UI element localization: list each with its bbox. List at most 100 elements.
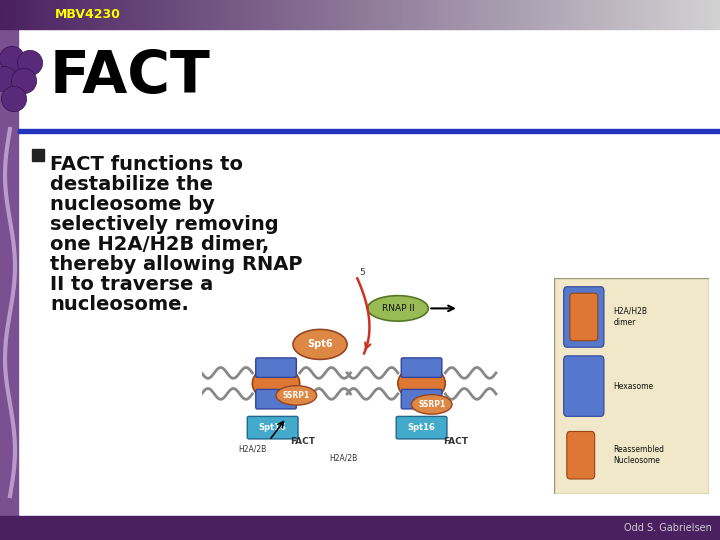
Text: H2A/H2B
dimer: H2A/H2B dimer (613, 307, 647, 327)
Bar (686, 0, 689, 29)
Bar (408, 0, 410, 29)
Bar (187, 0, 189, 29)
Text: SSRP1: SSRP1 (283, 391, 310, 400)
Bar (14, 0, 17, 29)
Bar (29, 0, 31, 29)
Bar (281, 0, 283, 29)
Circle shape (0, 66, 17, 92)
Bar (9, 0, 12, 29)
Bar (588, 0, 590, 29)
Bar (495, 0, 497, 29)
Bar (418, 0, 420, 29)
Bar (554, 0, 557, 29)
Text: FACT: FACT (50, 49, 211, 105)
Text: Spt16: Spt16 (408, 423, 436, 433)
Bar (36, 0, 38, 29)
Bar (387, 0, 389, 29)
Bar (547, 0, 549, 29)
Bar (706, 0, 708, 29)
Bar (99, 0, 101, 29)
Bar (110, 0, 113, 29)
Bar (564, 0, 567, 29)
Bar (41, 0, 43, 29)
Bar (552, 0, 554, 29)
Text: Spt16: Spt16 (258, 423, 287, 433)
Bar (207, 0, 209, 29)
Bar (403, 0, 405, 29)
Bar (470, 0, 473, 29)
Bar (351, 0, 353, 29)
Bar (377, 0, 379, 29)
Bar (182, 0, 185, 29)
Bar (463, 0, 466, 29)
Bar (113, 0, 115, 29)
Bar (715, 0, 718, 29)
Bar (689, 0, 691, 29)
Bar (5, 0, 7, 29)
Bar (70, 0, 72, 29)
Bar (146, 0, 149, 29)
Text: FACT: FACT (443, 437, 468, 447)
Bar (84, 0, 86, 29)
Bar (48, 0, 50, 29)
Bar (204, 0, 207, 29)
FancyBboxPatch shape (256, 358, 297, 377)
Bar (0, 29, 18, 516)
Bar (276, 0, 279, 29)
Text: Spt6: Spt6 (307, 340, 333, 349)
Bar (360, 0, 362, 29)
Bar (202, 0, 204, 29)
Bar (307, 0, 310, 29)
Bar (708, 0, 711, 29)
Bar (398, 0, 401, 29)
Bar (526, 0, 528, 29)
Bar (372, 0, 374, 29)
Bar (2, 0, 5, 29)
Bar (106, 0, 108, 29)
Bar (254, 0, 257, 29)
Bar (485, 0, 487, 29)
Bar (559, 0, 562, 29)
Bar (437, 0, 439, 29)
FancyBboxPatch shape (401, 358, 442, 377)
Bar (18, 129, 720, 133)
Bar (391, 0, 394, 29)
FancyBboxPatch shape (401, 389, 442, 409)
Bar (225, 0, 228, 29)
Bar (216, 0, 218, 29)
Bar (218, 0, 221, 29)
Bar (665, 0, 667, 29)
Bar (259, 0, 261, 29)
Bar (513, 0, 516, 29)
Bar (279, 0, 281, 29)
Bar (657, 0, 660, 29)
Bar (679, 0, 682, 29)
Bar (17, 0, 19, 29)
Bar (639, 0, 641, 29)
Bar (384, 0, 387, 29)
Bar (492, 0, 495, 29)
Bar (156, 0, 158, 29)
Bar (432, 0, 434, 29)
Bar (180, 0, 182, 29)
Bar (480, 0, 482, 29)
Bar (569, 0, 571, 29)
Bar (250, 0, 252, 29)
Bar (355, 0, 358, 29)
Bar (675, 0, 677, 29)
Bar (233, 0, 235, 29)
Bar (341, 0, 343, 29)
Bar (528, 0, 531, 29)
Bar (655, 0, 657, 29)
Bar (473, 0, 475, 29)
FancyBboxPatch shape (256, 389, 297, 409)
Bar (24, 0, 27, 29)
Bar (89, 0, 91, 29)
Bar (266, 0, 269, 29)
Bar (31, 0, 34, 29)
Bar (502, 0, 504, 29)
Bar (315, 0, 317, 29)
Text: FACT: FACT (291, 437, 315, 447)
Bar (614, 0, 617, 29)
Bar (96, 0, 99, 29)
